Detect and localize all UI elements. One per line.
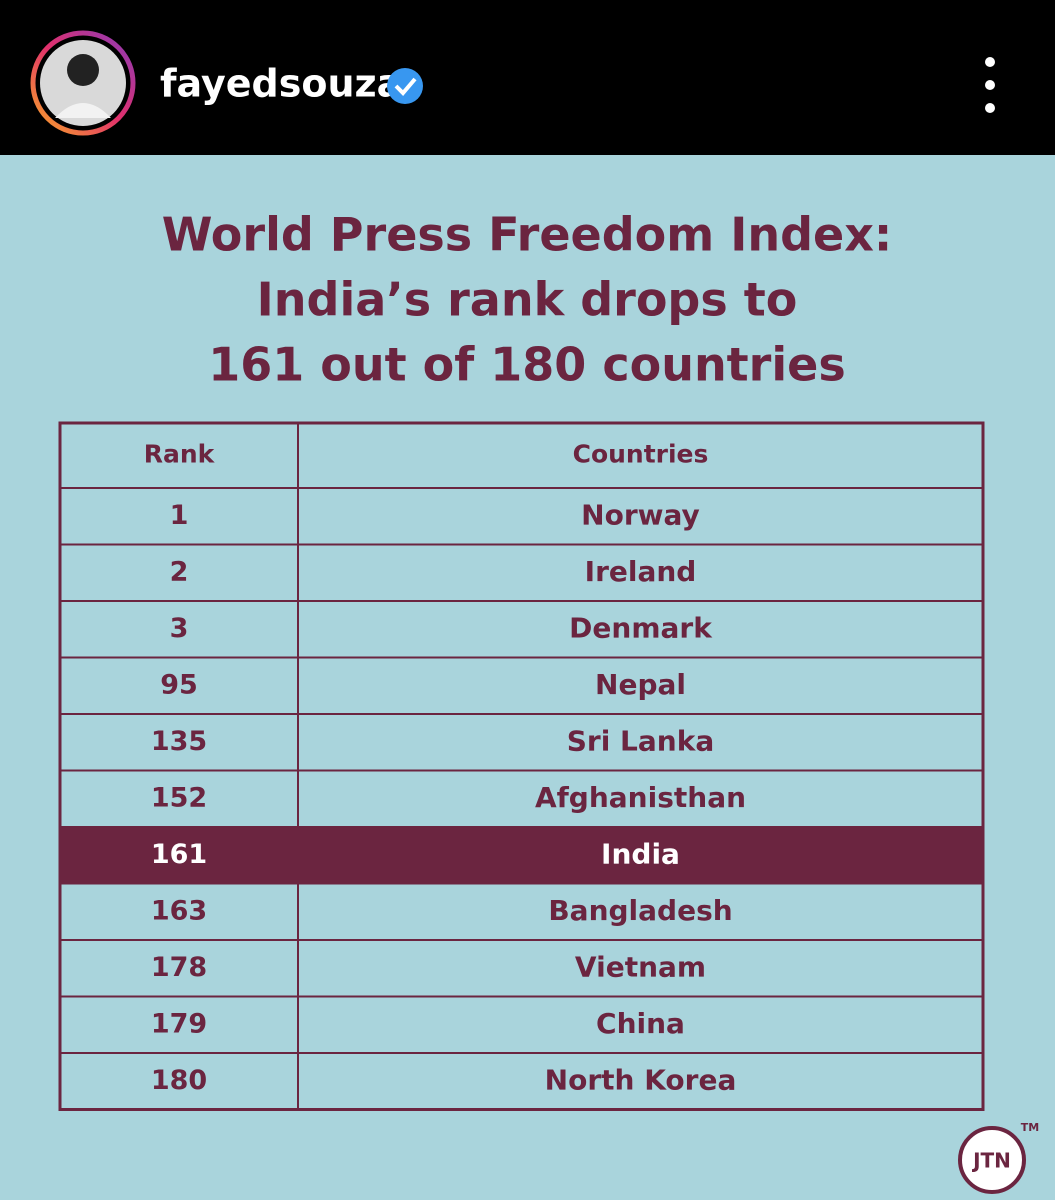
country-cell: North Korea (545, 1063, 737, 1096)
post-title-line: 161 out of 180 countries (208, 338, 845, 392)
logo-circle (958, 1126, 1026, 1194)
verified-badge (387, 68, 423, 104)
rank-cell: 152 (151, 782, 207, 813)
highlight-row (60, 827, 983, 884)
rank-cell: 2 (170, 556, 189, 587)
avatar-body (55, 103, 111, 118)
post-title-line: India’s rank drops to (257, 273, 798, 327)
country-cell: Nepal (595, 668, 686, 701)
country-cell: Bangladesh (548, 894, 732, 927)
table-border (58, 421, 985, 1111)
more-options[interactable] (985, 57, 995, 113)
post-image (0, 155, 1055, 1200)
trademark: TM (1021, 1121, 1039, 1134)
country-cell: Norway (581, 498, 700, 531)
username[interactable]: fayedsouza (160, 62, 402, 106)
column-header: Countries (573, 440, 709, 469)
top-bar (0, 0, 1055, 155)
country-cell: China (596, 1007, 685, 1040)
rank-cell: 180 (151, 1065, 207, 1096)
country-cell: Afghanisthan (535, 781, 746, 814)
rank-cell: 178 (151, 952, 207, 983)
rank-cell: 179 (151, 1008, 207, 1039)
country-cell: Ireland (585, 555, 697, 588)
rank-cell: 163 (151, 895, 207, 926)
country-cell: Sri Lanka (567, 724, 715, 757)
country-cell: Denmark (569, 611, 713, 644)
rank-cell: 135 (151, 726, 207, 757)
country-cell: India (601, 837, 680, 870)
column-header: Rank (144, 440, 216, 469)
rank-cell: 95 (160, 669, 198, 700)
post-title-line: World Press Freedom Index: (162, 208, 893, 262)
rank-cell: 1 (170, 500, 189, 531)
rank-cell: 161 (151, 839, 207, 870)
rank-cell: 3 (170, 613, 189, 644)
country-cell: Vietnam (575, 950, 706, 983)
avatar-head (67, 54, 99, 86)
logo-text: JTN (971, 1149, 1011, 1173)
story-ring[interactable] (30, 30, 136, 136)
